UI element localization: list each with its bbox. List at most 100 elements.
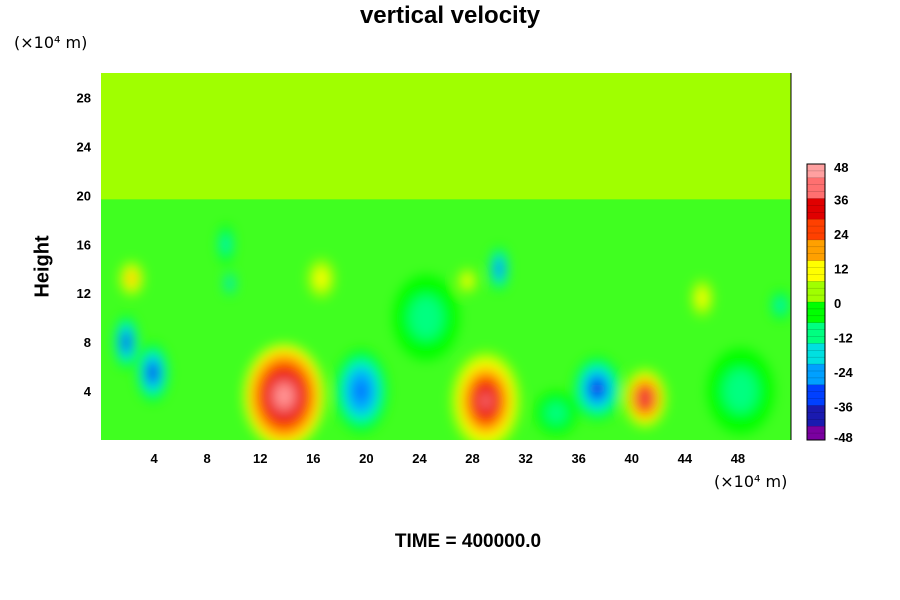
x-tick-label: 40 (625, 451, 639, 466)
colorbar-frame (806, 163, 826, 441)
colorbar-band (807, 205, 825, 213)
downdraft-8 (136, 343, 169, 403)
y-tick-label: 16 (77, 237, 91, 252)
colorbar-band (807, 219, 825, 227)
downdraft-9 (334, 349, 388, 433)
y-axis-ticks: 4 8 12 16 20 24 28 (77, 90, 92, 399)
colorbar-band (807, 233, 825, 241)
downdraft-15 (392, 274, 460, 361)
downdraft-contour (227, 281, 232, 286)
colorbar-band (807, 384, 825, 393)
colorbar-band (807, 302, 825, 310)
colorbar-tick-label: 12 (834, 262, 848, 277)
plot-field (101, 73, 791, 440)
colorbar-band (807, 281, 825, 289)
updraft-2 (623, 369, 667, 428)
y-tick-label: 24 (77, 139, 92, 154)
colorbar-tick-label: -12 (834, 331, 853, 346)
colorbar-tick-label: -48 (834, 430, 853, 445)
colorbar-band (807, 246, 825, 255)
colorbar-band (807, 329, 825, 337)
downdraft-11 (489, 246, 509, 291)
downdraft-contour (735, 383, 747, 399)
x-tick-label: 48 (731, 451, 745, 466)
colorbar-band (807, 164, 825, 172)
colorbar-band (807, 371, 825, 379)
colorbar-band (807, 295, 825, 303)
updraft-3 (119, 261, 144, 296)
x-tick-label: 32 (518, 451, 532, 466)
downdraft-17 (534, 391, 578, 436)
colorbar-tick-label: 24 (834, 227, 849, 242)
colorbar-tick-label: 36 (834, 193, 848, 208)
downdraft-10 (573, 356, 622, 421)
colorbar-tick-label: 0 (834, 296, 841, 311)
x-tick-label: 20 (359, 451, 373, 466)
time-label: TIME = 400000.0 (394, 531, 542, 552)
colorbar-band (807, 177, 825, 186)
updraft-contour (700, 295, 705, 302)
colorbar-band (807, 343, 825, 351)
updraft-1 (451, 351, 521, 440)
y-tick-label: 4 (84, 384, 92, 399)
updraft-contour (480, 392, 492, 410)
x-axis-unit: (×10⁴ m) (714, 472, 788, 491)
downdraft-contour (150, 367, 156, 378)
updraft-contour (465, 278, 470, 284)
colorbar-tick-label: -36 (834, 400, 853, 415)
colorbar-band (807, 412, 825, 420)
downdraft-12 (217, 224, 234, 264)
y-axis-unit: (×10⁴ m) (14, 33, 88, 52)
downdraft-contour (552, 409, 560, 417)
colorbar-band (807, 253, 825, 262)
downdraft-14 (771, 290, 790, 321)
colorbar-band (807, 184, 825, 193)
downdraft-contour (356, 384, 366, 398)
colorbar-band (807, 419, 825, 427)
chart-title: vertical velocity (359, 2, 541, 29)
colorbar-band (807, 398, 825, 406)
colorbar-band (807, 377, 825, 386)
updraft-contour (277, 387, 291, 405)
colorbar-band (807, 433, 825, 441)
colorbar-band (807, 308, 825, 317)
colorbar-band (807, 288, 825, 296)
downdraft-contour (223, 241, 228, 248)
downdraft-contour (497, 265, 502, 273)
colorbar: 48 36 24 12 0 -12 -24 -36 -48 (806, 160, 854, 445)
downdraft-16 (707, 348, 774, 434)
y-tick-label: 20 (77, 188, 91, 203)
updraft-contour (641, 393, 649, 404)
colorbar-band (807, 426, 825, 434)
colorbar-band (807, 260, 825, 268)
plot-area (101, 73, 792, 440)
x-tick-label: 24 (412, 451, 427, 466)
colorbar-band (807, 391, 825, 400)
downdraft-contour (420, 310, 432, 325)
updraft-5 (308, 258, 335, 299)
downdraft-contour (593, 383, 602, 394)
x-axis-ticks: 4 8 12 16 20 24 28 32 36 40 44 48 (150, 451, 745, 466)
updraft-4 (691, 279, 713, 317)
colorbar-band (807, 274, 825, 282)
y-tick-label: 12 (77, 286, 91, 301)
colorbar-band (807, 350, 825, 358)
x-tick-label: 12 (253, 451, 267, 466)
top-calm-region (101, 73, 791, 200)
x-tick-label: 8 (204, 451, 211, 466)
colorbar-band (807, 336, 825, 344)
y-tick-label: 28 (77, 90, 91, 105)
x-tick-label: 16 (306, 451, 320, 466)
updraft-6 (457, 268, 477, 294)
updraft-contour (129, 275, 134, 282)
colorbar-tick-label: 48 (834, 160, 848, 175)
downdraft-contour (778, 302, 783, 308)
updraft-contour (319, 275, 324, 282)
x-tick-label: 36 (571, 451, 585, 466)
field-features (114, 224, 790, 440)
x-tick-label: 44 (678, 451, 693, 466)
colorbar-band (807, 405, 825, 413)
y-tick-label: 8 (84, 335, 91, 350)
downdraft-7 (114, 315, 139, 370)
